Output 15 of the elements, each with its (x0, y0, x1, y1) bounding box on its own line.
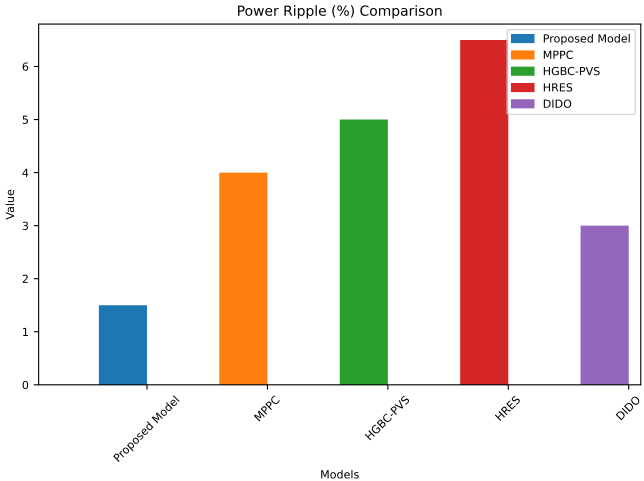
y-tick-label: 5 (22, 116, 28, 124)
legend-label: MPPC (544, 50, 573, 59)
y-tick-label: 4 (22, 168, 28, 177)
y-tick-label: 1 (23, 328, 28, 336)
chart-title: Power Ripple (%) Comparison (238, 5, 442, 19)
y-tick-label: 0 (22, 380, 28, 390)
legend-label: HGBC-PVS (544, 66, 600, 76)
x-axis-title: Models (321, 470, 359, 479)
legend-label: HRES (544, 83, 572, 92)
y-tick-label: 6 (22, 62, 28, 71)
legend-label: Proposed Model (544, 34, 630, 45)
legend-label: DIDO (544, 99, 572, 108)
y-tick-label: 3 (22, 222, 28, 230)
y-axis-title: Value (6, 190, 14, 220)
y-tick-label: 2 (22, 274, 28, 283)
